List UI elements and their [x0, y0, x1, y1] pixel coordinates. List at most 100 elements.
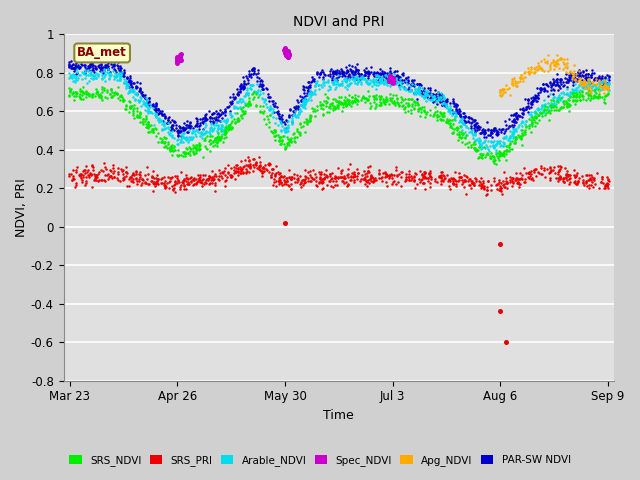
Point — [553, 96, 563, 103]
Point — [366, 102, 376, 110]
Point — [172, 172, 182, 180]
Point — [558, 175, 568, 182]
Point — [141, 115, 151, 122]
Point — [280, 45, 290, 52]
Point — [71, 168, 81, 175]
Point — [279, 127, 289, 134]
Point — [214, 169, 225, 177]
Point — [448, 99, 458, 107]
Point — [385, 73, 395, 81]
Point — [328, 70, 338, 77]
Point — [330, 104, 340, 111]
Point — [387, 74, 397, 82]
Point — [84, 91, 95, 98]
Point — [586, 73, 596, 81]
Point — [321, 97, 331, 105]
Point — [169, 184, 179, 192]
Point — [419, 108, 429, 115]
Point — [164, 184, 174, 192]
Point — [244, 156, 254, 164]
Point — [436, 115, 446, 122]
Point — [488, 152, 498, 160]
Point — [225, 121, 236, 129]
Point — [305, 112, 316, 120]
Point — [336, 80, 346, 87]
Point — [602, 71, 612, 79]
Point — [604, 73, 614, 81]
Point — [550, 60, 560, 68]
Point — [500, 118, 511, 125]
Point — [514, 175, 524, 182]
Point — [347, 97, 357, 105]
Point — [225, 110, 235, 118]
Point — [504, 134, 514, 142]
Point — [204, 128, 214, 136]
Point — [317, 84, 328, 91]
Point — [360, 180, 370, 188]
Point — [219, 134, 229, 142]
Point — [210, 136, 220, 144]
Point — [584, 78, 594, 85]
Point — [435, 98, 445, 106]
Point — [128, 176, 138, 183]
Point — [602, 179, 612, 187]
Point — [586, 94, 596, 102]
Point — [396, 79, 406, 87]
Point — [332, 103, 342, 111]
Point — [371, 69, 381, 77]
Point — [281, 180, 291, 188]
Point — [521, 105, 531, 113]
Point — [393, 78, 403, 86]
Point — [556, 163, 566, 171]
Point — [157, 110, 167, 118]
Point — [281, 117, 291, 124]
Point — [109, 60, 119, 67]
Point — [497, 190, 508, 198]
Point — [135, 94, 145, 101]
Point — [421, 93, 431, 101]
Point — [600, 81, 610, 88]
Point — [459, 120, 469, 128]
Point — [596, 79, 607, 87]
Point — [439, 101, 449, 108]
Point — [159, 184, 170, 192]
Point — [128, 109, 138, 117]
Point — [157, 120, 168, 128]
Point — [475, 123, 485, 131]
Point — [442, 102, 452, 110]
Point — [163, 116, 173, 124]
Point — [177, 131, 188, 138]
Point — [270, 171, 280, 179]
Point — [538, 80, 548, 88]
Point — [86, 170, 96, 178]
Point — [79, 181, 90, 189]
Point — [374, 72, 384, 79]
Point — [529, 167, 540, 174]
Point — [111, 68, 121, 76]
Point — [413, 85, 423, 93]
Point — [581, 76, 591, 84]
Point — [86, 74, 97, 82]
Point — [412, 98, 422, 106]
Point — [172, 58, 182, 65]
Point — [479, 143, 489, 150]
Point — [107, 93, 117, 100]
Point — [241, 169, 251, 177]
Point — [86, 171, 96, 179]
Point — [144, 101, 154, 109]
Point — [346, 97, 356, 105]
Point — [558, 98, 568, 106]
Point — [602, 84, 612, 91]
Point — [89, 177, 99, 184]
Point — [328, 70, 339, 78]
Point — [378, 71, 388, 78]
Point — [317, 175, 328, 182]
Point — [524, 69, 534, 76]
Point — [467, 126, 477, 133]
Point — [227, 124, 237, 132]
Point — [515, 105, 525, 113]
Point — [555, 76, 565, 84]
Point — [326, 182, 337, 190]
Point — [470, 136, 480, 144]
Point — [417, 170, 428, 178]
